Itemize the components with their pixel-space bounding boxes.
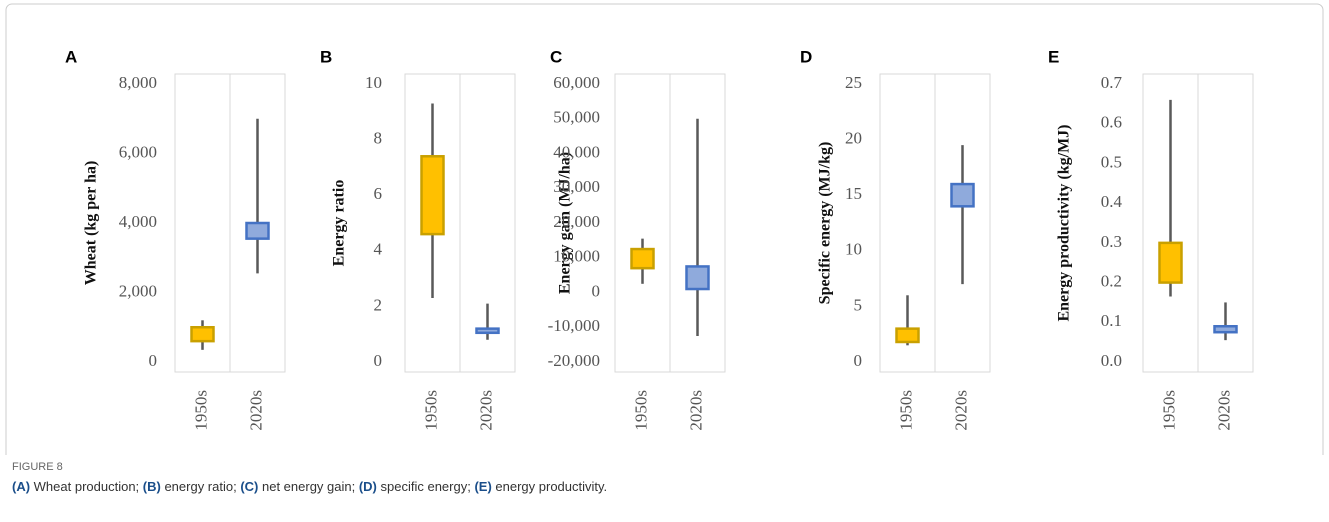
panel-label: D (800, 47, 812, 66)
y-axis-label: Specific energy (MJ/kg) (817, 142, 834, 305)
box (245, 221, 270, 240)
box (950, 182, 975, 208)
caption-label: (E) (474, 479, 492, 494)
caption-part: energy productivity. (491, 479, 608, 494)
x-tick-label: 1950s (1159, 390, 1178, 431)
box (630, 247, 655, 270)
caption-label: (D) (358, 479, 377, 494)
box (1213, 325, 1238, 334)
caption-label: (B) (142, 479, 161, 494)
box (475, 327, 500, 335)
y-tick-label: 10 (365, 73, 382, 92)
caption-label: (A) (12, 479, 31, 494)
y-tick-label: 2,000 (119, 281, 157, 300)
y-tick-label: 15 (845, 184, 862, 203)
y-tick-label: 10,000 (553, 247, 600, 266)
y-axis-label: Energy ratio (331, 180, 348, 267)
x-tick-label: 2020s (1214, 390, 1233, 431)
y-tick-label: 0.7 (1101, 73, 1123, 92)
y-tick-label: 20,000 (553, 212, 600, 231)
x-tick-label: 2020s (246, 390, 265, 431)
y-tick-label: -10,000 (548, 316, 600, 335)
y-tick-label: 0 (149, 351, 158, 370)
y-tick-label: 4,000 (119, 212, 157, 231)
y-tick-label: 0.4 (1101, 192, 1123, 211)
panel-label: A (65, 47, 77, 66)
figure-number: FIGURE 8 (12, 461, 63, 473)
y-tick-label: 30,000 (553, 177, 600, 196)
caption-part: Wheat production; (30, 479, 143, 494)
y-tick-label: 5 (854, 295, 863, 314)
x-tick-label: 1950s (631, 390, 650, 431)
x-tick-label: 2020s (686, 390, 705, 431)
y-tick-label: 4 (374, 240, 383, 259)
caption: FIGURE 8 (A) Wheat production; (B) energ… (12, 461, 607, 494)
box (1158, 241, 1183, 284)
y-axis-label: Wheat (kg per ha) (83, 161, 100, 286)
y-tick-label: -20,000 (548, 351, 600, 370)
y-tick-label: 50,000 (553, 108, 600, 127)
y-tick-label: 8,000 (119, 73, 157, 92)
y-tick-label: 0.0 (1101, 351, 1122, 370)
y-tick-label: 2 (374, 295, 383, 314)
y-tick-label: 8 (374, 129, 383, 148)
caption-part: net energy gain; (258, 479, 359, 494)
y-tick-label: 0 (854, 351, 863, 370)
x-tick-label: 1950s (896, 390, 915, 431)
y-tick-label: 6 (374, 184, 383, 203)
y-tick-label: 40,000 (553, 142, 600, 161)
y-tick-label: 6,000 (119, 142, 157, 161)
figure: A Wheat (kg per ha) 0 2,000 4,000 6,000 8,000 1… (5, 3, 1324, 455)
x-tick-label: 1950s (191, 390, 210, 431)
y-tick-label: 20 (845, 129, 862, 148)
caption-label: (C) (240, 479, 259, 494)
caption-part: energy ratio; (160, 479, 241, 494)
y-tick-label: 0.1 (1101, 311, 1122, 330)
y-axis-label: Energy gain (MJ/ha) (557, 152, 574, 294)
x-tick-label: 1950s (421, 390, 440, 431)
x-tick-label: 2020s (951, 390, 970, 431)
y-tick-label: 10 (845, 240, 862, 259)
y-tick-label: 0 (592, 281, 601, 300)
caption-text: (A) Wheat production; (B) energy ratio; … (12, 479, 607, 494)
y-tick-label: 0.3 (1101, 232, 1122, 251)
box (420, 155, 445, 236)
y-tick-label: 0.6 (1101, 113, 1122, 132)
y-tick-label: 60,000 (553, 73, 600, 92)
y-tick-label: 25 (845, 73, 862, 92)
y-axis-label: Energy productivity (kg/MJ) (1056, 124, 1073, 321)
y-tick-label: 0.2 (1101, 271, 1122, 290)
caption-part: specific energy; (376, 479, 475, 494)
box (895, 327, 920, 344)
panel-label: C (550, 47, 562, 66)
panel-label: E (1048, 47, 1059, 66)
y-tick-label: 0.5 (1101, 152, 1122, 171)
y-tick-label: 0 (374, 351, 383, 370)
box (190, 326, 215, 343)
box (685, 265, 710, 291)
panel-label: B (320, 47, 332, 66)
frame (5, 3, 1324, 455)
x-tick-label: 2020s (476, 390, 495, 431)
